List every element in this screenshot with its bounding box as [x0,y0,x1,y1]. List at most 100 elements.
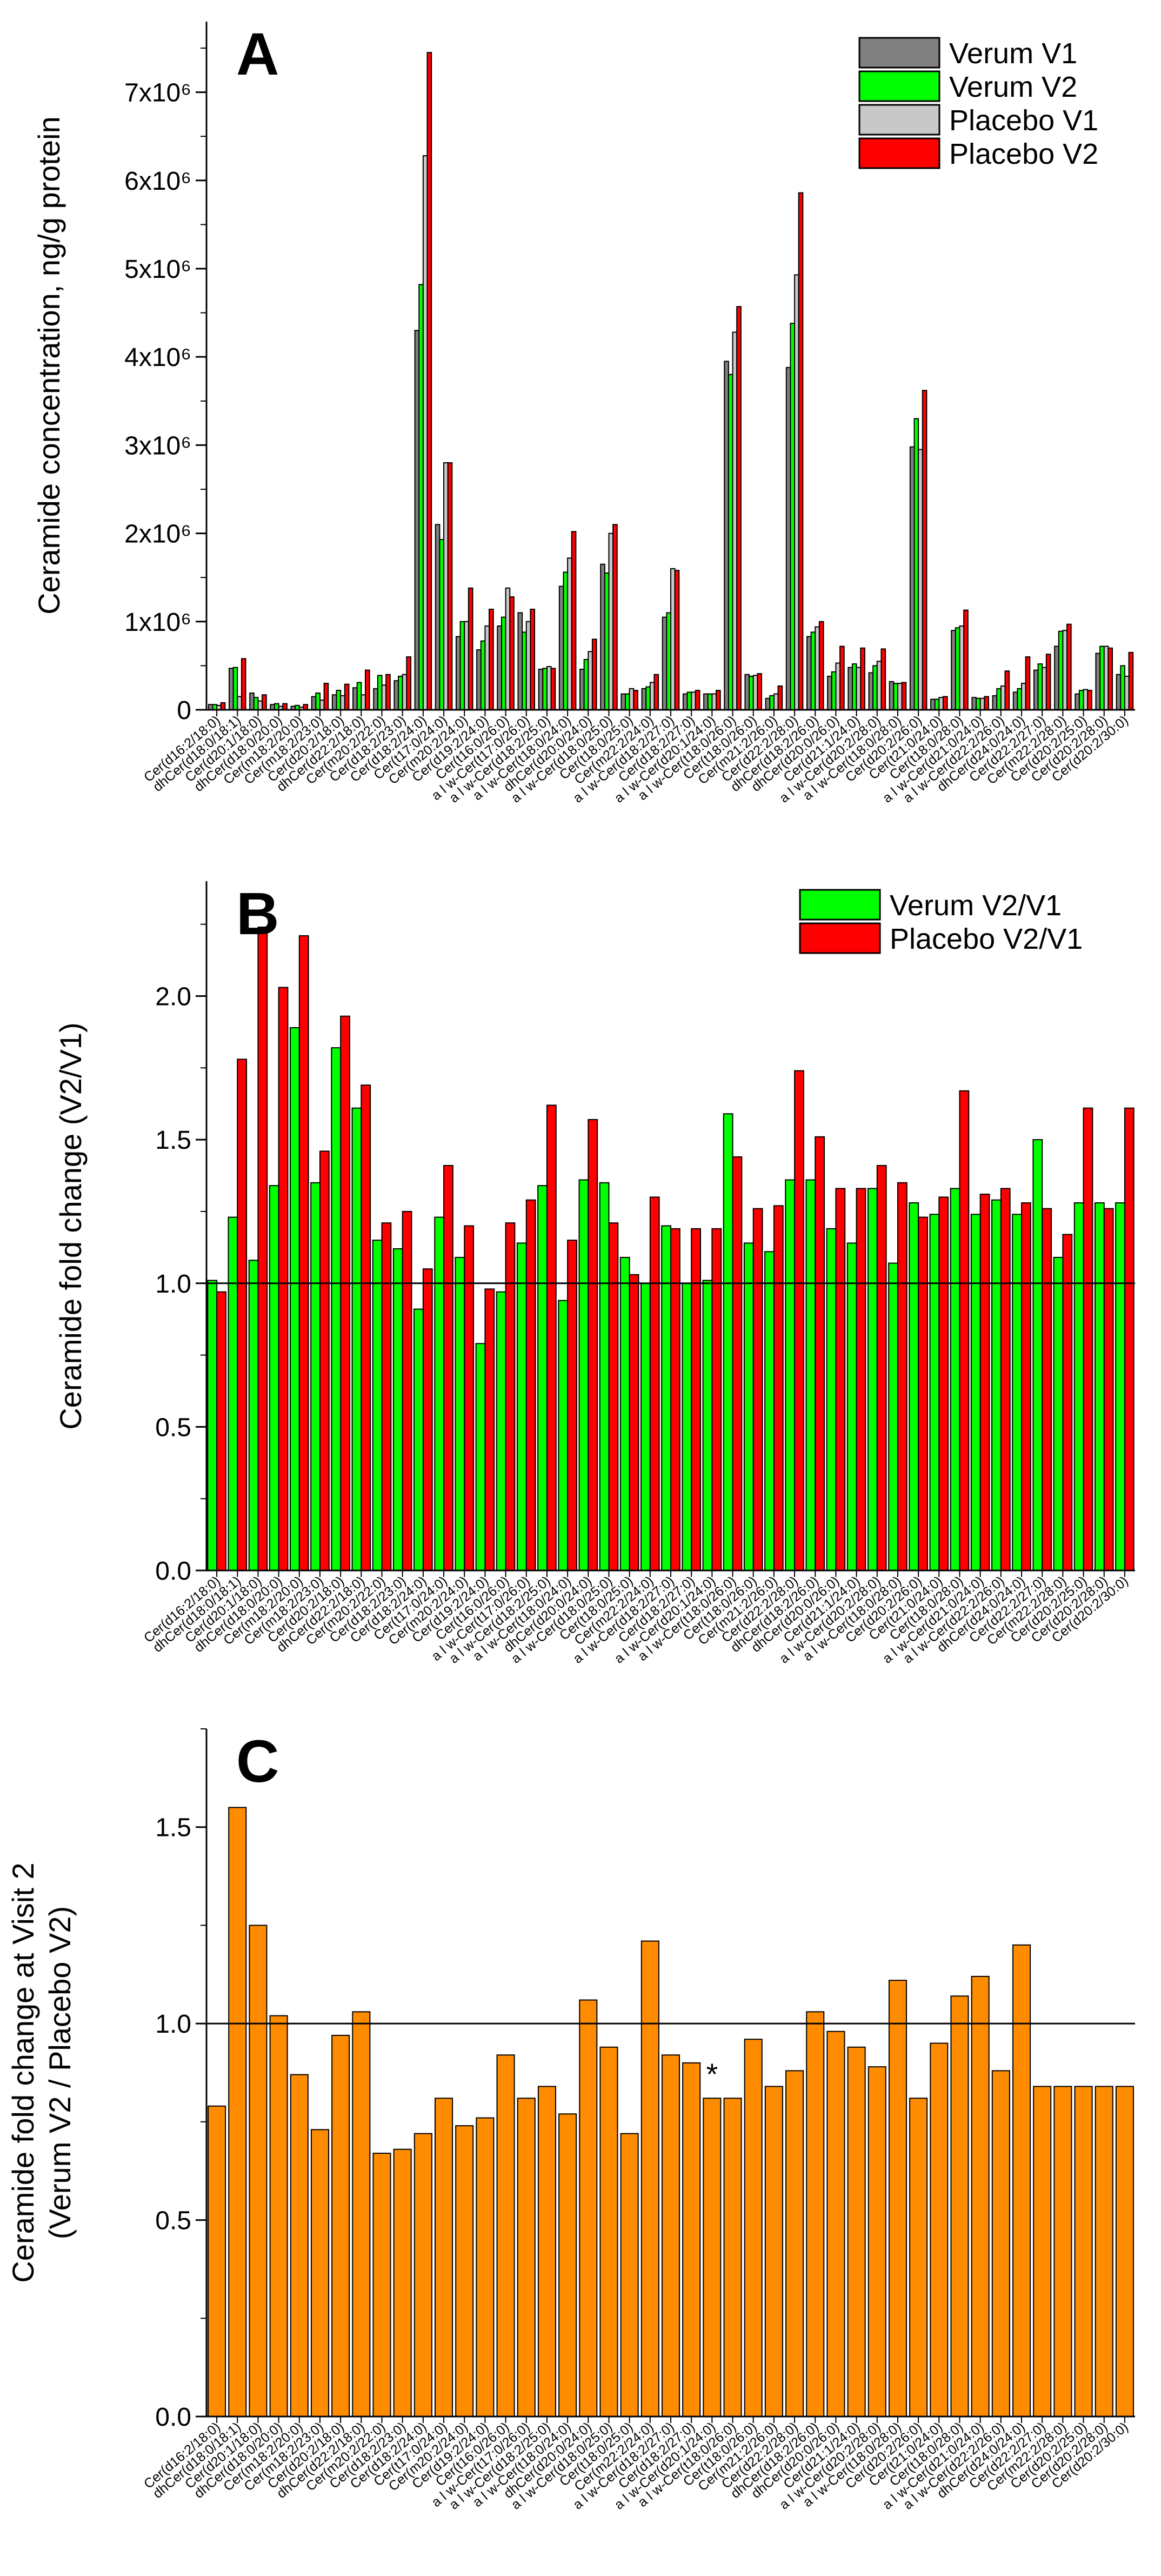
bar-placebo-v1-23 [691,691,696,710]
bar-placebo-v2-v1-31 [856,1188,866,1571]
bar-verum-v2-placebo-v2-18 [579,1999,598,2417]
bar-placebo-v1-13 [484,625,490,710]
bar-verum-v1-25 [724,361,729,710]
bar-placebo-v2-20 [633,690,638,710]
bar-placebo-v2-v1-22 [670,1228,680,1572]
bar-placebo-v1-19 [608,532,614,711]
y-tick-label: 1.5 [155,1814,191,1842]
bar-placebo-v1-21 [649,682,655,711]
bar-verum-v2-v1-9 [392,1248,403,1571]
bar-verum-v2-v1-40 [1032,1139,1043,1572]
bar-placebo-v2-v1-5 [319,1150,330,1572]
bar-verum-v2-placebo-v2-2 [249,1925,268,2417]
bar-verum-v2-39 [1017,688,1023,710]
bar-verum-v2-placebo-v2-15 [517,2098,536,2417]
legend-label: Verum V1 [949,37,1077,70]
bar-verum-v2-18 [583,658,589,710]
bar-placebo-v2-v1-2 [257,927,268,1571]
bar-verum-v1-18 [579,668,585,711]
bar-placebo-v2-17 [571,531,577,711]
bar-verum-v2-v1-41 [1053,1256,1064,1571]
y-tick-label: 0.0 [155,1557,191,1586]
bar-placebo-v2-10 [426,52,432,711]
bar-placebo-v2-13 [489,608,494,710]
bar-verum-v2-placebo-v2-44 [1115,2086,1134,2417]
bar-verum-v1-20 [620,693,626,710]
bar-placebo-v2-9 [406,656,411,710]
bar-placebo-v1-32 [876,661,882,710]
bar-placebo-v1-11 [443,462,449,711]
bar-verum-v2-13 [480,640,486,710]
bar-placebo-v2-0 [220,702,226,710]
y-tick-label: 1.5 [155,1126,191,1155]
bar-verum-v2-placebo-v2-32 [868,2066,886,2418]
bar-placebo-v2-43 [1107,647,1113,711]
bar-verum-v2-placebo-v2-10 [413,2133,432,2417]
bar-placebo-v2-v1-3 [278,987,289,1571]
bar-verum-v2-14 [501,616,506,710]
bar-verum-v1-31 [848,667,853,711]
bar-verum-v2-v1-24 [702,1280,713,1571]
bar-placebo-v2-v1-30 [835,1188,846,1571]
bar-placebo-v2-v1-35 [938,1196,949,1572]
bar-verum-v2-31 [851,663,857,711]
bar-verum-v2-placebo-v2-36 [950,1995,969,2417]
bar-verum-v1-34 [909,446,915,711]
bar-verum-v1-7 [352,687,358,710]
bar-verum-v2-placebo-v2-13 [476,2117,495,2418]
bar-verum-v2-29 [810,631,816,710]
bar-placebo-v2-v1-20 [629,1274,639,1572]
bar-verum-v2-36 [955,627,960,710]
bar-verum-v2-28 [790,323,796,710]
bar-placebo-v2-7 [364,669,370,711]
significance-asterisk: * [706,2057,718,2091]
bar-placebo-v2-v1-39 [1021,1202,1031,1571]
bar-verum-v2-v1-8 [372,1240,383,1572]
bar-verum-v2-v1-11 [434,1216,445,1572]
bar-placebo-v1-35 [938,697,944,711]
y-tick-label: 0 [177,696,191,725]
bar-verum-v2-placebo-v2-31 [847,2046,866,2417]
bar-placebo-v1-24 [711,693,717,710]
bar-placebo-v2-24 [715,690,721,710]
bar-verum-v2-43 [1099,645,1105,710]
bar-verum-v2-placebo-v2-19 [599,2046,618,2417]
bar-verum-v1-6 [331,694,337,711]
bar-placebo-v2-16 [550,668,556,711]
bar-verum-v2-placebo-v2-17 [558,2113,577,2418]
bar-placebo-v2-v1-12 [464,1225,475,1571]
bar-verum-v2-v1-21 [640,1282,651,1571]
legend-label: Placebo V2/V1 [890,923,1083,955]
bar-verum-v2-25 [728,374,733,710]
y-axis-title-line2: (Verum V2 / Placebo V2) [43,1906,77,2239]
bar-verum-v2-v1-13 [475,1343,486,1572]
bar-verum-v1-30 [827,675,832,710]
bar-placebo-v1-6 [340,695,345,711]
bar-placebo-v2-v1-15 [525,1199,536,1571]
bar-placebo-v2-v1-10 [422,1268,433,1571]
bar-verum-v2-9 [398,675,403,710]
bar-placebo-v2-42 [1087,690,1092,710]
bar-verum-v2-41 [1058,630,1064,710]
bar-verum-v2-v1-5 [310,1182,321,1572]
bar-verum-v1-41 [1054,645,1059,710]
bar-placebo-v2-v1-34 [918,1216,928,1572]
panel-a: 01x10⁶2x10⁶3x10⁶4x10⁶5x10⁶6x10⁶7x10⁶Cer(… [32,21,1135,806]
bar-placebo-v1-9 [402,674,408,710]
bar-verum-v2-11 [439,539,445,710]
bar-verum-v2-10 [418,284,424,710]
bar-verum-v2-1 [232,667,238,711]
bar-placebo-v1-17 [567,557,572,711]
bar-placebo-v2-v1-33 [897,1182,908,1572]
bar-verum-v1-29 [806,636,812,711]
bar-placebo-v2-v1-25 [732,1156,743,1571]
bar-placebo-v1-8 [381,684,387,711]
y-tick-label: 2.0 [155,983,191,1011]
bar-verum-v2-v1-2 [248,1260,259,1571]
bar-placebo-v2-15 [530,608,536,710]
bar-verum-v2-placebo-v2-40 [1033,2086,1052,2417]
bar-verum-v2-placebo-v2-6 [331,2034,350,2417]
bar-verum-v2-v1-35 [929,1214,940,1571]
